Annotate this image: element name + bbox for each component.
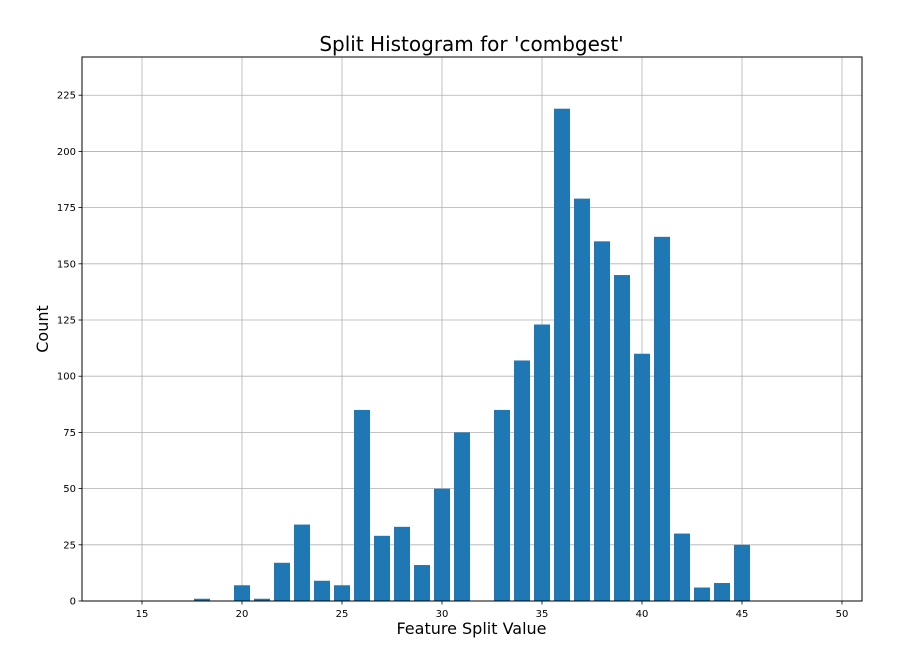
histogram-bar: [454, 432, 470, 601]
x-tick-label: 35: [536, 609, 549, 620]
histogram-bar: [234, 585, 250, 601]
y-tick-label: 225: [57, 91, 76, 102]
y-axis-ticks: 0 25 50 75 100 125 150 175 200 225: [57, 91, 82, 608]
histogram-bar: [434, 488, 450, 601]
plot-frame: [81, 56, 863, 602]
y-tick-label: 125: [57, 316, 76, 327]
histogram-bar: [654, 236, 670, 601]
histogram-bar: [594, 241, 610, 602]
histogram-bar: [194, 598, 210, 601]
y-axis-label: Count: [33, 305, 52, 353]
histogram-bar: [374, 535, 390, 601]
histogram-bar: [314, 580, 330, 601]
y-tick-label: 100: [57, 372, 76, 383]
histogram-bar: [614, 275, 630, 601]
histogram-bar: [334, 585, 350, 601]
histogram-bar: [694, 587, 710, 601]
histogram-bar: [574, 198, 590, 602]
histogram-bar: [394, 526, 410, 601]
histogram-bar: [734, 544, 750, 601]
histogram-bar: [494, 409, 510, 601]
histogram-bar: [634, 353, 650, 601]
x-tick-label: 50: [836, 609, 849, 620]
y-tick-label: 50: [63, 484, 76, 495]
bars: [194, 108, 750, 602]
chart-title: Split Histogram for 'combgest': [319, 32, 623, 56]
x-tick-label: 20: [236, 609, 249, 620]
y-tick-label: 75: [63, 428, 76, 439]
histogram-bar: [294, 524, 310, 601]
histogram-bar: [254, 598, 270, 601]
histogram-bar: [554, 108, 570, 601]
histogram-bar: [714, 583, 730, 601]
histogram-bar: [534, 324, 550, 601]
x-axis-label: Feature Split Value: [396, 619, 546, 638]
x-tick-label: 25: [336, 609, 349, 620]
histogram-bar: [514, 360, 530, 601]
y-tick-label: 0: [70, 597, 76, 608]
x-tick-label: 15: [136, 609, 149, 620]
histogram-bar: [674, 533, 690, 601]
grid-lines: [82, 57, 862, 602]
x-tick-label: 30: [436, 609, 449, 620]
histogram-bar: [414, 565, 430, 601]
x-tick-label: 45: [736, 609, 749, 620]
y-tick-label: 175: [57, 203, 76, 214]
y-tick-label: 200: [57, 147, 76, 158]
histogram-bar: [274, 562, 290, 601]
y-tick-label: 25: [63, 540, 76, 551]
histogram-bar: [354, 409, 370, 601]
x-tick-label: 40: [636, 609, 649, 620]
y-tick-label: 150: [57, 259, 76, 270]
x-axis-ticks: 15 20 25 30 35 40 45 50: [136, 601, 849, 620]
